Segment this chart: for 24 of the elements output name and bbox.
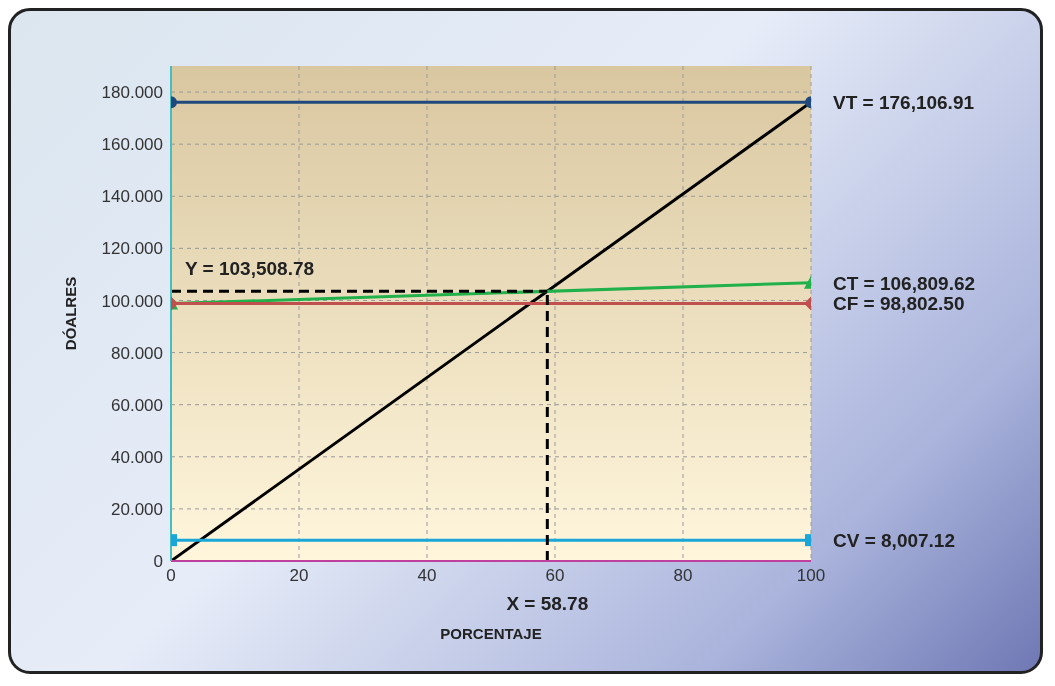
annotation: VT = 176,106.91 — [833, 91, 975, 113]
x-tick-label: 40 — [417, 566, 437, 586]
y-tick-label: 160.000 — [101, 135, 163, 155]
y-tick-label: 20.000 — [111, 499, 163, 519]
x-tick-label: 0 — [166, 566, 176, 586]
annotation: CF = 98,802.50 — [833, 293, 965, 315]
y-tick-label: 80.000 — [111, 343, 163, 363]
y-tick-label: 100.000 — [101, 291, 163, 311]
y-tick-label: 40.000 — [111, 447, 163, 467]
x-axis-title: PORCENTAJE — [440, 625, 542, 642]
x-tick-label: 80 — [673, 566, 693, 586]
annotation: CT = 106,809.62 — [833, 272, 976, 294]
annotation: CV = 8,007.12 — [833, 529, 956, 551]
y-tick-label: 0 — [153, 552, 163, 572]
x-tick-label: 60 — [545, 566, 565, 586]
x-tick-label: 100 — [796, 566, 826, 586]
y-axis-title: DÓALRES — [62, 276, 80, 351]
y-tick-label: 140.000 — [101, 187, 163, 207]
y-tick-label: 60.000 — [111, 395, 163, 415]
annotation: X = 58.78 — [506, 593, 589, 615]
y-tick-label: 180.000 — [101, 83, 163, 103]
y-tick-label: 120.000 — [101, 239, 163, 259]
annotation: Y = 103,508.78 — [185, 257, 315, 279]
x-tick-label: 20 — [289, 566, 309, 586]
